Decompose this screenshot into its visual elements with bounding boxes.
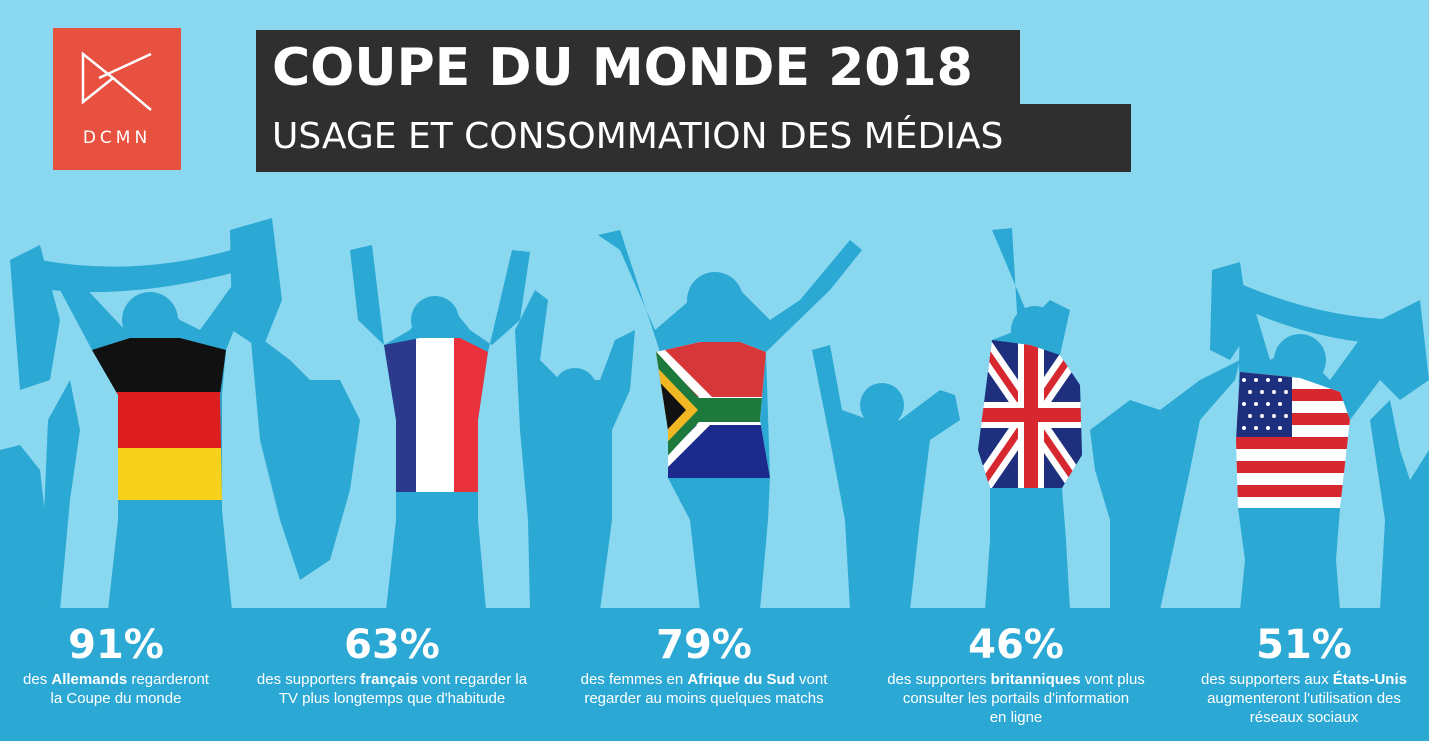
stat-usa: 51% des supporters aux États-Unis augment… xyxy=(1180,620,1428,727)
logo-text: DCMN xyxy=(82,128,152,148)
stat-description: des supporters britanniques vont plus con… xyxy=(887,671,1145,726)
page-subtitle: USAGE ET CONSOMMATION DES MÉDIAS xyxy=(272,116,1004,157)
stat-value: 51% xyxy=(1256,622,1352,668)
stat-description: des femmes en Afrique du Sud vont regarde… xyxy=(580,671,828,707)
stat-france: 63% des supporters français vont regarde… xyxy=(236,620,548,708)
stat-description: des Allemands regarderont la Coupe du mon… xyxy=(23,671,209,707)
south-africa-flag xyxy=(656,342,770,478)
usa-flag xyxy=(1236,372,1350,508)
stat-south-africa: 79% des femmes en Afrique du Sud vont reg… xyxy=(556,620,852,708)
dcmn-logo: DCMN xyxy=(53,28,181,170)
stat-value: 79% xyxy=(656,622,752,668)
stat-value: 91% xyxy=(68,622,164,668)
page-title: COUPE DU MONDE 2018 xyxy=(272,38,973,98)
title-background xyxy=(256,30,1020,104)
stats-band xyxy=(0,608,1429,741)
france-flag xyxy=(384,338,488,492)
dcmn-logo-mark xyxy=(81,51,152,111)
stat-uk: 46% des supporters britanniques vont plu… xyxy=(866,620,1166,727)
subtitle-background xyxy=(256,104,1131,172)
stat-value: 46% xyxy=(968,622,1064,668)
stat-description: des supporters français vont regarder la… xyxy=(256,671,528,707)
stat-value: 63% xyxy=(344,622,440,668)
germany-flag xyxy=(92,338,226,500)
stat-germany: 91% des Allemands regarderont la Coupe du… xyxy=(0,620,232,708)
uk-flag xyxy=(978,340,1082,488)
stat-description: des supporters aux États-Unis augmenteron… xyxy=(1201,671,1407,726)
